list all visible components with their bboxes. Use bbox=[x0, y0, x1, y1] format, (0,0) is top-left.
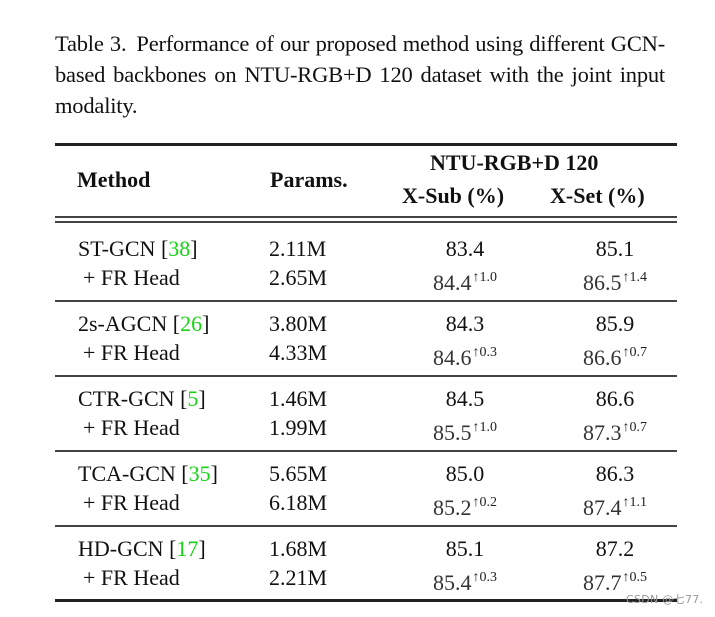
fr-head-label: + FR Head bbox=[83, 565, 180, 590]
xsub-value: 84.3 bbox=[445, 311, 485, 336]
caption-label: Table 3. bbox=[55, 31, 127, 56]
table-group-tca-gcn: TCA-GCN [35] 5.65M 85.0 86.3 + FR Head 6… bbox=[55, 451, 677, 525]
gain-badge: ↑0.3 bbox=[472, 570, 498, 585]
citation-link[interactable]: 26 bbox=[180, 311, 203, 336]
gain-badge: ↑0.3 bbox=[472, 345, 498, 360]
fr-params-value: 4.33M bbox=[269, 340, 328, 365]
table-group-hd-gcn: HD-GCN [17] 1.68M 85.1 87.2 + FR Head 2.… bbox=[55, 526, 677, 600]
xset-value: 87.2 bbox=[595, 536, 635, 561]
method-name: TCA-GCN [35] bbox=[78, 461, 218, 486]
fr-xset-value: 87.7↑0.5 bbox=[583, 570, 648, 595]
xset-value: 86.6 bbox=[595, 386, 635, 411]
fr-xset-value: 86.5↑1.4 bbox=[583, 270, 648, 295]
xsub-value: 85.1 bbox=[445, 536, 485, 561]
bottom-rule bbox=[55, 599, 677, 602]
method-name: ST-GCN [38] bbox=[78, 236, 198, 261]
fr-params-value: 1.99M bbox=[269, 415, 328, 440]
params-value: 5.65M bbox=[269, 461, 328, 486]
header-xsub: X-Sub (%) bbox=[402, 183, 505, 208]
fr-params-value: 2.21M bbox=[269, 565, 328, 590]
row-separator bbox=[55, 525, 677, 527]
header-method: Method bbox=[77, 167, 151, 192]
row-separator bbox=[55, 450, 677, 452]
params-value: 3.80M bbox=[269, 311, 328, 336]
fr-params-value: 6.18M bbox=[269, 490, 328, 515]
fr-xset-value: 87.4↑1.1 bbox=[583, 495, 648, 520]
fr-xsub-value: 85.5↑1.0 bbox=[433, 420, 498, 445]
params-value: 1.68M bbox=[269, 536, 328, 561]
fr-xsub-value: 84.4↑1.0 bbox=[433, 270, 498, 295]
method-name: HD-GCN [17] bbox=[78, 536, 206, 561]
caption-text: Performance of our proposed method using… bbox=[55, 31, 665, 118]
params-value: 2.11M bbox=[269, 236, 327, 261]
fr-head-label: + FR Head bbox=[83, 265, 180, 290]
citation-link[interactable]: 17 bbox=[176, 536, 199, 561]
header-params: Params. bbox=[270, 167, 348, 192]
table-group-st-gcn: ST-GCN [38] 2.11M 83.4 85.1 + FR Head 2.… bbox=[55, 226, 677, 300]
citation-link[interactable]: 5 bbox=[187, 386, 199, 411]
params-value: 1.46M bbox=[269, 386, 328, 411]
row-separator bbox=[55, 375, 677, 377]
top-rule bbox=[55, 143, 677, 146]
gain-badge: ↑1.1 bbox=[622, 495, 648, 510]
row-separator bbox=[55, 300, 677, 302]
fr-xsub-value: 85.2↑0.2 bbox=[433, 495, 498, 520]
method-name: 2s-AGCN [26] bbox=[78, 311, 210, 336]
header-xset: X-Set (%) bbox=[550, 183, 645, 208]
gain-badge: ↑1.0 bbox=[472, 270, 498, 285]
citation-link[interactable]: 38 bbox=[168, 236, 191, 261]
xset-value: 85.9 bbox=[595, 311, 635, 336]
gain-badge: ↑0.5 bbox=[622, 570, 648, 585]
gain-badge: ↑1.0 bbox=[472, 420, 498, 435]
table-caption: Table 3. Performance of our proposed meth… bbox=[55, 28, 665, 121]
fr-xset-value: 87.3↑0.7 bbox=[583, 420, 648, 445]
watermark: CSDN @七77. bbox=[626, 593, 704, 606]
citation-link[interactable]: 35 bbox=[188, 461, 211, 486]
header-rule-2 bbox=[55, 221, 677, 223]
xsub-value: 83.4 bbox=[445, 236, 485, 261]
gain-badge: ↑1.4 bbox=[622, 270, 648, 285]
fr-xsub-value: 84.6↑0.3 bbox=[433, 345, 498, 370]
table-group-2s-agcn: 2s-AGCN [26] 3.80M 84.3 85.9 + FR Head 4… bbox=[55, 301, 677, 375]
gain-badge: ↑0.7 bbox=[622, 345, 648, 360]
fr-head-label: + FR Head bbox=[83, 415, 180, 440]
gain-badge: ↑0.7 bbox=[622, 420, 648, 435]
fr-head-label: + FR Head bbox=[83, 490, 180, 515]
header-rule-1 bbox=[55, 216, 677, 218]
fr-head-label: + FR Head bbox=[83, 340, 180, 365]
xset-value: 86.3 bbox=[595, 461, 635, 486]
xset-value: 85.1 bbox=[595, 236, 635, 261]
fr-xset-value: 86.6↑0.7 bbox=[583, 345, 648, 370]
fr-xsub-value: 85.4↑0.3 bbox=[433, 570, 498, 595]
header-dataset: NTU-RGB+D 120 bbox=[430, 150, 599, 175]
xsub-value: 84.5 bbox=[445, 386, 485, 411]
gain-badge: ↑0.2 bbox=[472, 495, 498, 510]
method-name: CTR-GCN [5] bbox=[78, 386, 206, 411]
fr-params-value: 2.65M bbox=[269, 265, 328, 290]
table-group-ctr-gcn: CTR-GCN [5] 1.46M 84.5 86.6 + FR Head 1.… bbox=[55, 376, 677, 450]
xsub-value: 85.0 bbox=[445, 461, 485, 486]
